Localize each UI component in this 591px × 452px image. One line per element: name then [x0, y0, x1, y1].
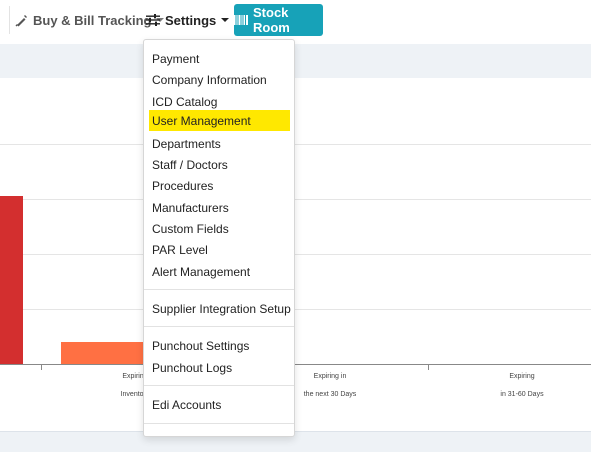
- chart-gridline: [0, 309, 591, 310]
- menu-item-procedures[interactable]: Procedures: [152, 178, 214, 193]
- settings-dropdown-menu: Payment Company Information ICD Catalog …: [143, 39, 295, 437]
- chart-x-tick: [41, 364, 42, 370]
- stock-room-label: Stock Room: [253, 5, 290, 35]
- chart-x-tick: [428, 364, 429, 370]
- menu-item-supplier-integration-setup[interactable]: Supplier Integration Setup: [152, 301, 291, 316]
- menu-item-manufacturers[interactable]: Manufacturers: [152, 200, 229, 215]
- chart-x-label-line1: Expiring: [122, 373, 148, 380]
- settings-label: Settings: [165, 12, 217, 28]
- chevron-down-icon: [221, 18, 230, 22]
- menu-item-alert-management[interactable]: Alert Management: [152, 264, 251, 279]
- menu-item-punchout-logs[interactable]: Punchout Logs: [152, 360, 233, 375]
- chart-gridline: [0, 199, 591, 200]
- top-navigation: Buy & Bill Tracking Settings: [0, 0, 591, 40]
- menu-divider: [144, 326, 294, 327]
- chart-x-axis: [0, 364, 591, 365]
- chart-gridline: [0, 144, 591, 145]
- chart-bar-expiring-inventory-secondary: [61, 342, 145, 364]
- chevron-down-icon: [156, 18, 165, 22]
- menu-item-punchout-settings[interactable]: Punchout Settings: [152, 338, 250, 353]
- menu-item-staff-doctors[interactable]: Staff / Doctors: [152, 157, 228, 172]
- menu-divider: [144, 289, 294, 290]
- buy-bill-tracking-label: Buy & Bill Tracking: [33, 12, 152, 28]
- barcode-icon: [234, 15, 248, 25]
- nav-divider: [9, 6, 10, 34]
- chart-x-label-line2: Inventory: [120, 391, 150, 398]
- menu-item-company-information[interactable]: Company Information: [152, 72, 267, 87]
- menu-item-payment[interactable]: Payment: [152, 51, 200, 66]
- menu-divider: [144, 385, 294, 386]
- menu-item-par-level[interactable]: PAR Level: [152, 242, 208, 257]
- chart-x-label-line1: Expiring in: [313, 373, 347, 380]
- stock-room-button[interactable]: Stock Room: [234, 4, 323, 36]
- chart-x-label-line2: in 31-60 Days: [500, 391, 544, 398]
- chart-gridline: [0, 254, 591, 255]
- chart-bar-expiring-inventory: [0, 196, 23, 364]
- syringe-icon: [15, 14, 28, 27]
- menu-item-icd-catalog[interactable]: ICD Catalog: [152, 94, 218, 109]
- menu-item-departments[interactable]: Departments: [152, 136, 221, 151]
- chart-x-label-line1: Expiring: [509, 373, 535, 380]
- chart-x-label-line2: the next 30 Days: [303, 391, 357, 398]
- sliders-icon: [146, 14, 160, 26]
- menu-item-edi-accounts[interactable]: Edi Accounts: [152, 397, 222, 412]
- menu-item-custom-fields[interactable]: Custom Fields: [152, 221, 229, 236]
- buy-bill-tracking-menu[interactable]: Buy & Bill Tracking: [15, 10, 165, 30]
- page-header-band: [0, 44, 591, 78]
- menu-divider: [144, 423, 294, 424]
- settings-menu[interactable]: Settings: [146, 10, 230, 30]
- page-footer-band: [0, 431, 591, 452]
- menu-item-user-management[interactable]: User Management: [149, 110, 290, 131]
